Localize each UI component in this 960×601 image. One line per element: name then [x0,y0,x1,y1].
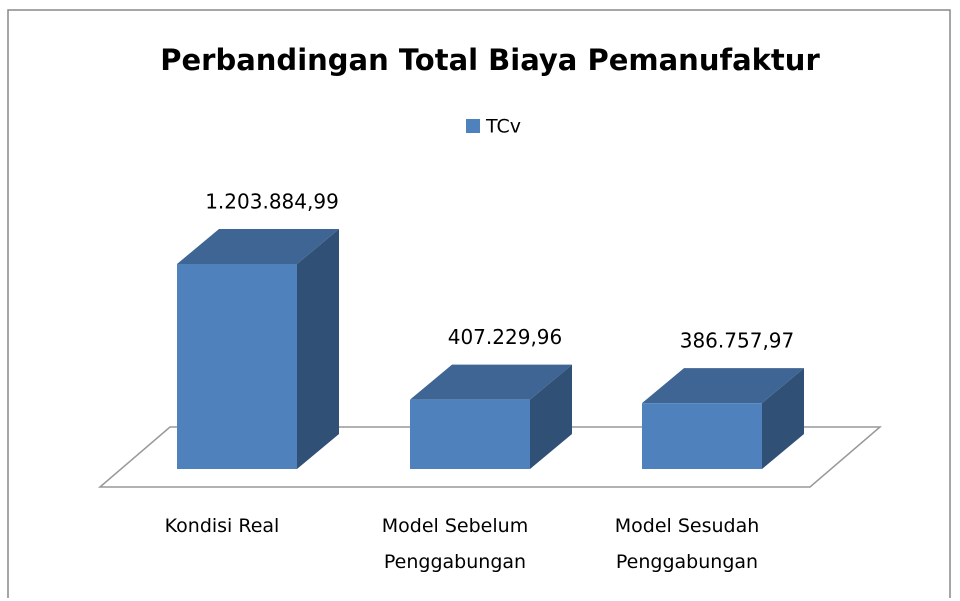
bar [410,399,530,469]
category-label: Kondisi Real [164,515,280,537]
legend-label: TCv [485,116,521,138]
bar-side [297,229,339,469]
value-label: 407.229,96 [448,325,563,349]
bar [642,403,762,469]
category-label: Model Sebelum Penggabungan [381,515,529,573]
bar-side [530,364,572,469]
bar-top [642,368,804,404]
chart-title: Perbandingan Total Biaya Pemanufaktur [160,43,820,77]
value-label: 1.203.884,99 [205,190,339,214]
bar [177,264,297,469]
legend-swatch [466,119,480,133]
bar-top [410,364,572,400]
floor [97,426,883,488]
bar-side [762,368,804,469]
category-label: Model Sesudah Penggabungan [614,515,760,573]
bar-top [177,229,339,264]
value-label: 386.757,97 [680,329,795,353]
chart-frame [7,9,951,598]
